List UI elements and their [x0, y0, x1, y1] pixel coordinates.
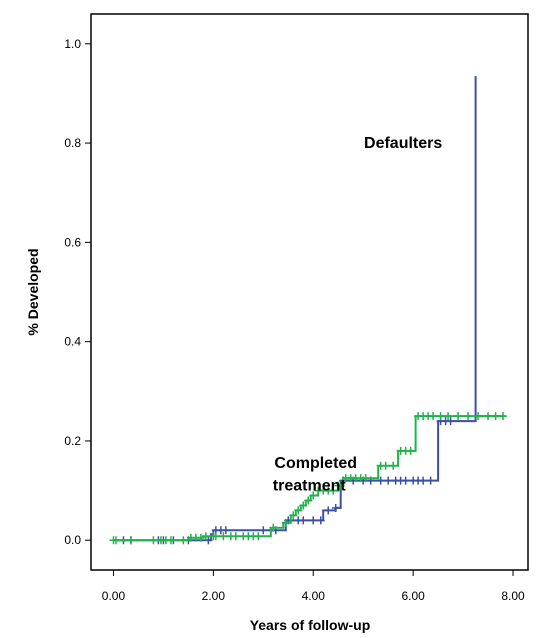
censor-mark — [269, 523, 278, 532]
x-tick-label: 2.00 — [202, 589, 226, 603]
series-layer — [109, 76, 508, 545]
axis-ticks: 0.00 2.00 4.00 6.00 8.00 0.0 0.2 0.4 0.6 0.8 1.0 — [64, 37, 525, 603]
censor-mark — [499, 412, 508, 421]
censor-mark — [419, 476, 428, 485]
censor-mark — [381, 461, 390, 470]
censor-mark — [336, 481, 345, 490]
censor-mark — [446, 417, 455, 426]
censor-mark — [484, 412, 493, 421]
censor-mark — [179, 536, 188, 545]
censor-mark — [376, 476, 385, 485]
x-tick-label: 0.00 — [102, 589, 126, 603]
censor-mark — [254, 532, 263, 541]
x-axis-title: Years of follow-up — [250, 617, 371, 633]
censor-mark — [406, 446, 415, 455]
censor-mark — [474, 412, 483, 421]
censor-mark — [309, 491, 318, 500]
censor-mark — [281, 518, 290, 527]
censor-mark — [329, 486, 338, 495]
censor-mark — [126, 536, 135, 545]
censor-mark — [429, 412, 438, 421]
censor-mark — [299, 516, 308, 525]
censor-mark — [201, 532, 210, 541]
censor-mark — [211, 532, 220, 541]
y-tick-label: 0.8 — [64, 136, 81, 150]
plot-frame — [90, 13, 529, 571]
x-tick-label: 6.00 — [401, 589, 425, 603]
censor-mark — [111, 536, 120, 545]
y-tick-label: 0.6 — [64, 235, 81, 249]
series-0 — [113, 76, 501, 545]
censor-mark — [149, 536, 158, 545]
y-tick-label: 1.0 — [64, 37, 81, 51]
annotation-defaulters: Defaulters — [364, 135, 442, 152]
censor-mark — [401, 476, 410, 485]
censor-mark — [299, 501, 308, 510]
censor-mark — [436, 412, 445, 421]
y-axis-title: % Developed — [25, 248, 41, 335]
annotation-completed: Completed — [274, 455, 357, 472]
censor-mark — [289, 511, 298, 520]
x-tick-label: 4.00 — [302, 589, 326, 603]
annotation-treatment: treatment — [273, 478, 347, 495]
x-tick-label: 8.00 — [501, 589, 525, 603]
censor-mark — [316, 516, 325, 525]
censor-mark — [304, 496, 313, 505]
censor-mark — [426, 476, 435, 485]
censor-mark — [324, 506, 333, 515]
censor-mark — [491, 412, 500, 421]
censor-mark — [331, 503, 340, 512]
censor-mark — [221, 526, 230, 535]
censor-mark — [309, 516, 318, 525]
censor-mark — [231, 532, 240, 541]
censor-mark — [259, 526, 268, 535]
censor-mark — [196, 533, 205, 542]
censor-mark — [219, 532, 228, 541]
censor-mark — [389, 461, 398, 470]
censor-mark — [444, 412, 453, 421]
censor-mark — [166, 536, 175, 545]
y-tick-label: 0.4 — [64, 335, 81, 349]
censor-mark — [464, 412, 473, 421]
y-tick-label: 0.0 — [64, 533, 81, 547]
series-line — [113, 415, 506, 542]
censor-mark — [361, 474, 370, 483]
censor-mark — [384, 476, 393, 485]
censor-mark — [454, 412, 463, 421]
y-tick-label: 0.2 — [64, 434, 81, 448]
censor-mark — [294, 506, 303, 515]
series-1 — [109, 412, 508, 545]
